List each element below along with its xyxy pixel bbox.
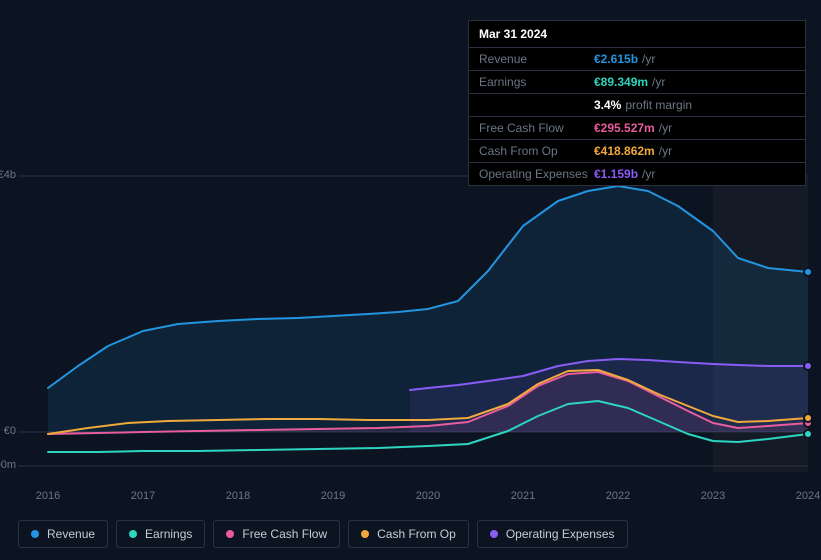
legend-dot-icon [490,530,498,538]
legend-item-earnings[interactable]: Earnings [116,520,205,548]
legend-item-free-cash-flow[interactable]: Free Cash Flow [213,520,340,548]
tooltip-row: Operating Expenses€1.159b/yr [469,163,805,185]
legend-label: Earnings [145,527,192,541]
x-axis-tick: 2018 [226,490,250,502]
tooltip-row-suffix: profit margin [625,98,692,112]
legend-item-cash-from-op[interactable]: Cash From Op [348,520,469,548]
tooltip-row-value: €2.615b [594,52,638,66]
tooltip-row-value: €295.527m [594,121,655,135]
tooltip-row-label: Cash From Op [479,144,594,158]
financial-chart: Mar 31 2024 Revenue€2.615b/yrEarnings€89… [0,0,821,560]
tooltip-row-value: 3.4% [594,98,621,112]
tooltip-row: Revenue€2.615b/yr [469,48,805,71]
tooltip-row-suffix: /yr [652,75,665,89]
x-axis-tick: 2017 [131,490,155,502]
legend-item-operating-expenses[interactable]: Operating Expenses [477,520,628,548]
tooltip-row-label: Revenue [479,52,594,66]
tooltip-row-suffix: /yr [642,167,655,181]
tooltip-row: Free Cash Flow€295.527m/yr [469,117,805,140]
tooltip-row-label: Operating Expenses [479,167,594,181]
tooltip-row-suffix: /yr [659,121,672,135]
tooltip-date: Mar 31 2024 [469,21,805,48]
tooltip-row-label: Free Cash Flow [479,121,594,135]
x-axis-tick: 2016 [36,490,60,502]
tooltip-row: Earnings€89.349m/yr [469,71,805,94]
series-end-marker [803,267,813,277]
tooltip-row-suffix: /yr [642,52,655,66]
chart-tooltip: Mar 31 2024 Revenue€2.615b/yrEarnings€89… [468,20,806,186]
tooltip-row-label: Earnings [479,75,594,89]
chart-plot-area[interactable] [18,176,808,472]
tooltip-row-suffix: /yr [659,144,672,158]
series-end-marker [803,361,813,371]
x-axis-tick: 2024 [796,490,820,502]
x-axis-tick: 2021 [511,490,535,502]
legend-dot-icon [226,530,234,538]
tooltip-row-value: €418.862m [594,144,655,158]
y-axis-tick: -€500m [0,459,16,471]
x-axis-tick: 2020 [416,490,440,502]
tooltip-row: Cash From Op€418.862m/yr [469,140,805,163]
series-end-marker [803,429,813,439]
y-axis-tick: €0 [0,425,16,437]
legend-label: Operating Expenses [506,527,615,541]
legend-dot-icon [31,530,39,538]
chart-legend: Revenue Earnings Free Cash Flow Cash From O… [18,520,628,548]
x-axis-tick: 2019 [321,490,345,502]
legend-label: Cash From Op [377,527,456,541]
legend-dot-icon [129,530,137,538]
series-end-marker [803,413,813,423]
tooltip-row-value: €89.349m [594,75,648,89]
legend-item-revenue[interactable]: Revenue [18,520,108,548]
x-axis-tick: 2023 [701,490,725,502]
tooltip-row-label [479,98,594,112]
legend-label: Free Cash Flow [242,527,327,541]
x-axis-tick: 2022 [606,490,630,502]
tooltip-row: 3.4% profit margin [469,94,805,117]
legend-dot-icon [361,530,369,538]
tooltip-row-value: €1.159b [594,167,638,181]
legend-label: Revenue [47,527,95,541]
y-axis-tick: €4b [0,169,16,181]
